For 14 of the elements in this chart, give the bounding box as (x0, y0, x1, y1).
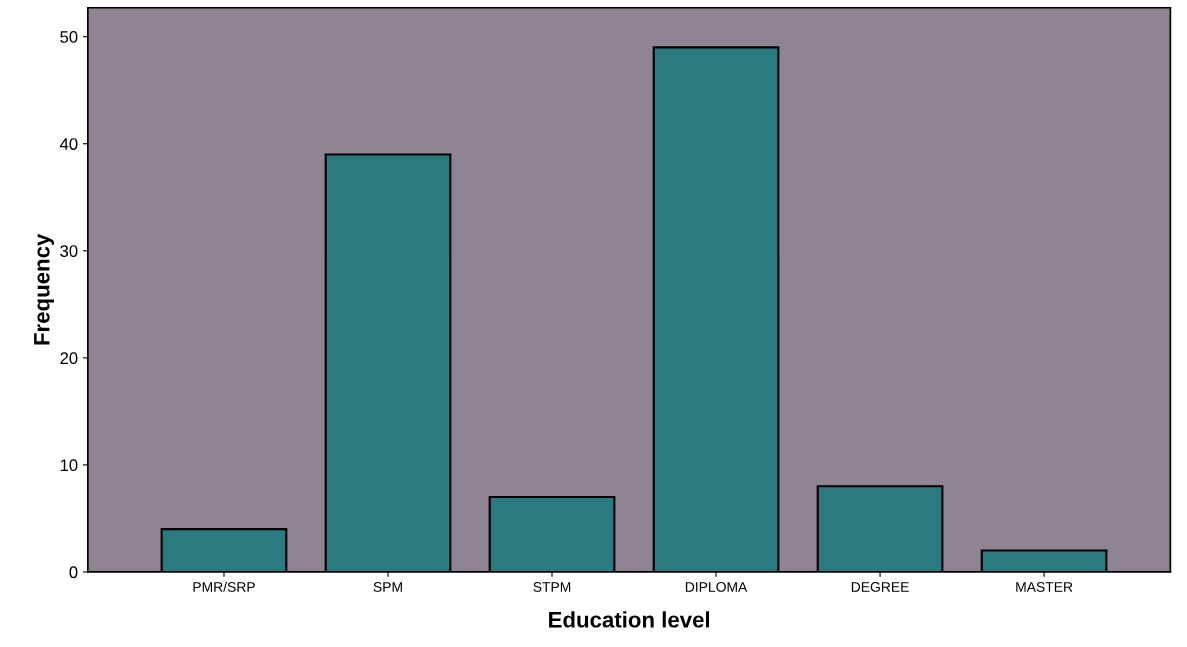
y-tick-label: 50 (60, 31, 78, 43)
y-tick-label: 0 (69, 566, 78, 579)
x-tick-label: STPM (533, 582, 571, 592)
y-tick-label: 30 (60, 245, 78, 257)
x-tick-label: PMR/SRP (193, 581, 255, 592)
x-tick-label: SPM (373, 582, 402, 592)
x-tick-label: MASTER (1016, 582, 1073, 592)
y-axis-title: Frequency (34, 233, 55, 345)
x-tick-label: DIPLOMA (685, 582, 748, 592)
x-tick-label: DEGREE (851, 582, 909, 592)
y-tick-label: 10 (60, 459, 78, 472)
x-axis-title: Education level (549, 611, 710, 628)
y-tick-label: 20 (60, 352, 78, 365)
y-tick-label: 40 (59, 138, 78, 150)
